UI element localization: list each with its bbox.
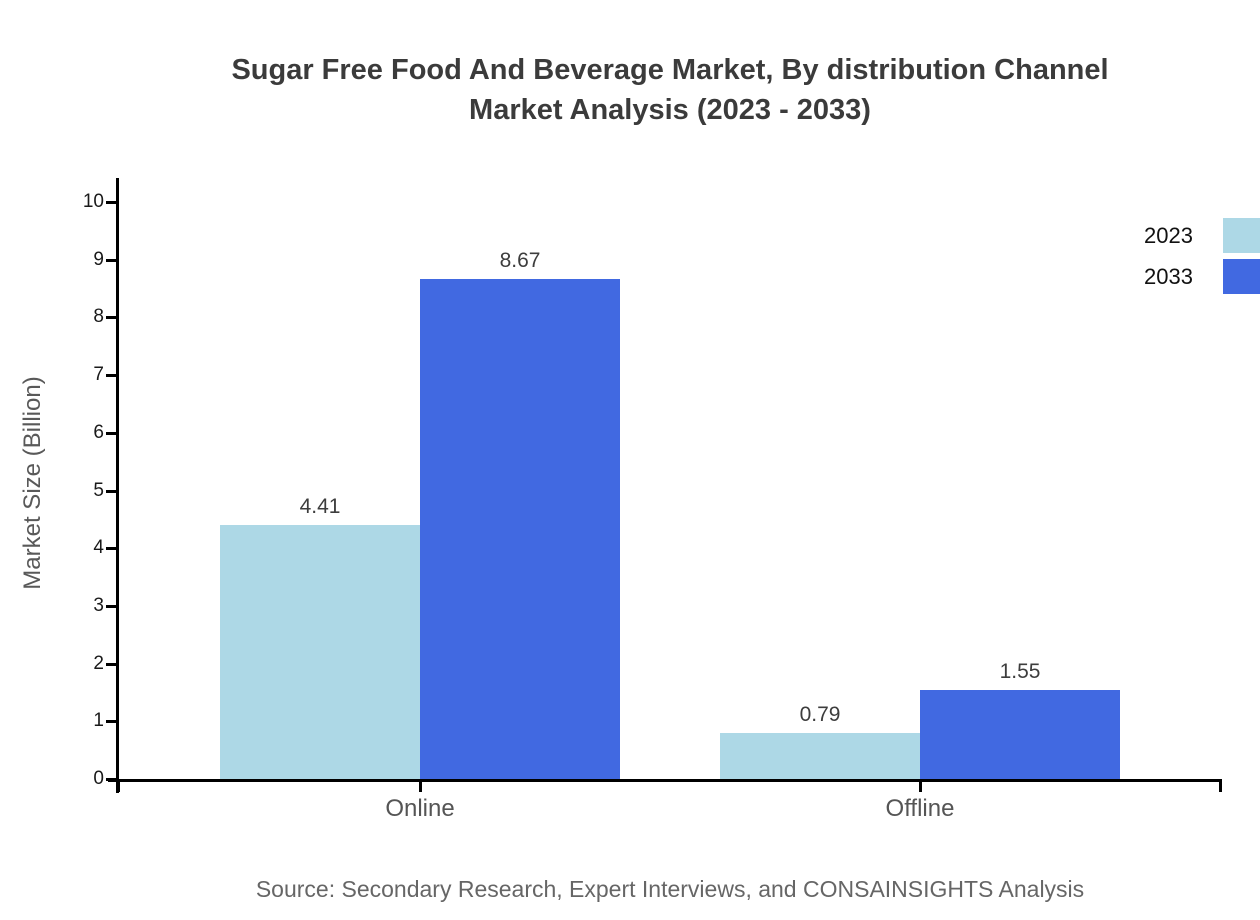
chart-title-line2: Market Analysis (2023 - 2033) <box>469 94 871 126</box>
y-tick-mark <box>106 258 118 262</box>
y-tick-label: 8 <box>93 306 104 328</box>
y-tick-label: 4 <box>93 537 104 559</box>
legend-item-2033: 2033 <box>1144 259 1260 294</box>
legend-swatch-2033 <box>1223 259 1260 294</box>
y-tick-mark <box>106 316 118 320</box>
x-category-label-online: Online <box>385 795 455 822</box>
value-label-offline-2033: 1.55 <box>999 659 1041 683</box>
x-tick-mark <box>419 779 422 792</box>
legend-label-2023: 2023 <box>1144 222 1193 248</box>
legend-item-2023: 2023 <box>1144 218 1260 253</box>
y-tick-mark <box>106 431 118 435</box>
y-tick-mark <box>106 720 118 724</box>
y-tick-label: 0 <box>93 768 104 789</box>
y-tick-mark <box>106 547 118 551</box>
source-note: Source: Secondary Research, Expert Inter… <box>255 876 1085 902</box>
x-category-label-offline: Offline <box>885 795 955 822</box>
legend-swatch-2023 <box>1223 218 1260 253</box>
y-axis-line <box>116 178 119 793</box>
y-tick-mark <box>106 604 118 608</box>
chart-title-line1: Sugar Free Food And Beverage Market, By … <box>231 54 1109 86</box>
legend: 2023 2033 <box>1144 218 1260 300</box>
x-tick-mark <box>1219 779 1222 792</box>
legend-label-2033: 2033 <box>1144 263 1193 289</box>
bar-online-2023 <box>220 524 420 779</box>
y-tick-mark <box>106 489 118 493</box>
x-tick-mark <box>117 779 120 792</box>
y-tick-label: 6 <box>93 421 104 443</box>
value-label-online-2033: 8.67 <box>499 248 541 272</box>
bar-offline-2033 <box>920 689 1120 779</box>
y-tick-label: 9 <box>93 248 104 270</box>
bar-offline-2023 <box>720 733 920 779</box>
y-tick-mark <box>106 778 118 781</box>
y-tick-label: 3 <box>93 594 104 616</box>
y-tick-label: 1 <box>93 710 104 732</box>
y-tick-mark <box>106 662 118 666</box>
value-label-online-2023: 4.41 <box>299 494 341 518</box>
bar-online-2033 <box>420 278 620 779</box>
chart-title: Sugar Free Food And Beverage Market, By … <box>80 50 1260 130</box>
y-tick-label: 5 <box>93 479 104 501</box>
y-tick-label: 7 <box>93 364 104 386</box>
y-tick-label: 10 <box>82 191 104 212</box>
value-label-offline-2023: 0.79 <box>799 703 841 727</box>
x-axis-line <box>108 779 1222 782</box>
y-tick-mark <box>106 374 118 378</box>
y-tick-mark <box>106 201 118 204</box>
y-tick-label: 2 <box>93 652 104 674</box>
x-tick-mark <box>919 779 922 792</box>
